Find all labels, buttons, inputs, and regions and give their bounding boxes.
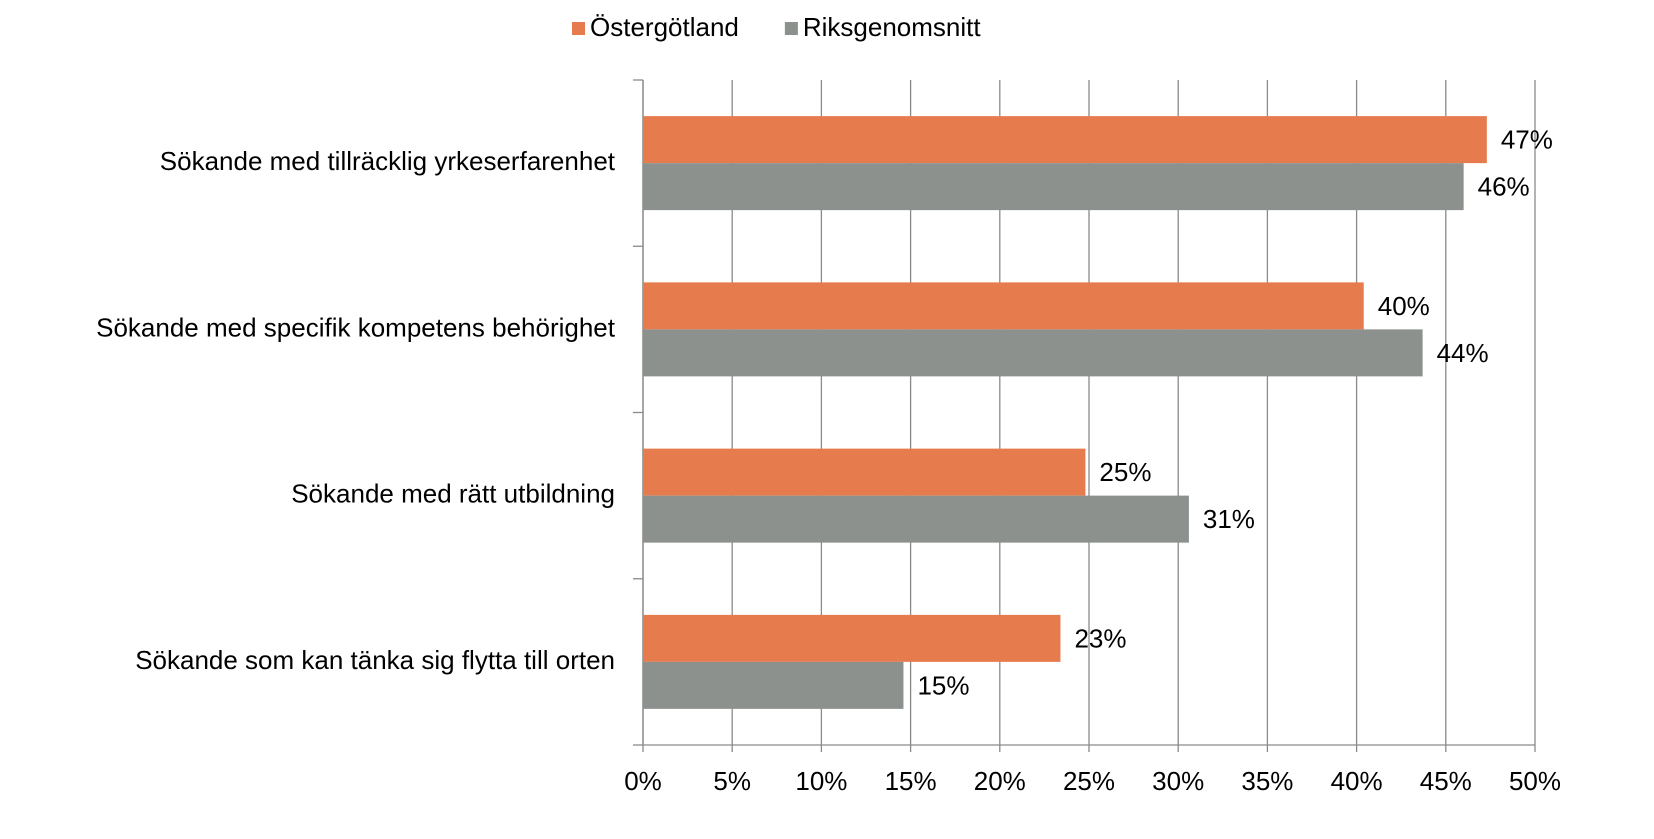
x-tick-label: 30% — [1152, 766, 1204, 796]
data-label: 25% — [1099, 457, 1151, 487]
x-tick-label: 15% — [885, 766, 937, 796]
bar — [643, 163, 1464, 211]
legend-label: Östergötland — [590, 12, 739, 42]
legend-label: Riksgenomsnitt — [803, 12, 982, 42]
x-tick-label: 25% — [1063, 766, 1115, 796]
legend-swatch — [784, 22, 798, 35]
bar — [643, 329, 1423, 377]
bar — [643, 614, 1061, 662]
x-tick-label: 10% — [795, 766, 847, 796]
x-tick-label: 50% — [1509, 766, 1561, 796]
category-label: Sökande med specifik kompetens behörighe… — [96, 312, 616, 342]
data-label: 47% — [1501, 125, 1553, 155]
x-tick-label: 40% — [1331, 766, 1383, 796]
x-tick-label: 5% — [713, 766, 751, 796]
bar — [643, 282, 1364, 330]
data-label: 15% — [917, 670, 969, 700]
data-label: 44% — [1437, 338, 1489, 368]
bar — [643, 116, 1487, 164]
category-label: Sökande med tillräcklig yrkeserfarenhet — [160, 146, 616, 176]
legend-swatch — [572, 22, 585, 35]
bar — [643, 448, 1086, 496]
bar — [643, 495, 1189, 543]
category-label: Sökande som kan tänka sig flytta till or… — [135, 645, 615, 675]
x-tick-label: 0% — [624, 766, 662, 796]
data-label: 31% — [1203, 504, 1255, 534]
data-label: 23% — [1074, 623, 1126, 653]
data-label: 40% — [1378, 291, 1430, 321]
data-label: 46% — [1478, 172, 1530, 202]
x-tick-label: 45% — [1420, 766, 1472, 796]
x-tick-label: 35% — [1241, 766, 1293, 796]
bar — [643, 661, 904, 709]
category-label: Sökande med rätt utbildning — [291, 479, 615, 509]
x-tick-label: 20% — [974, 766, 1026, 796]
